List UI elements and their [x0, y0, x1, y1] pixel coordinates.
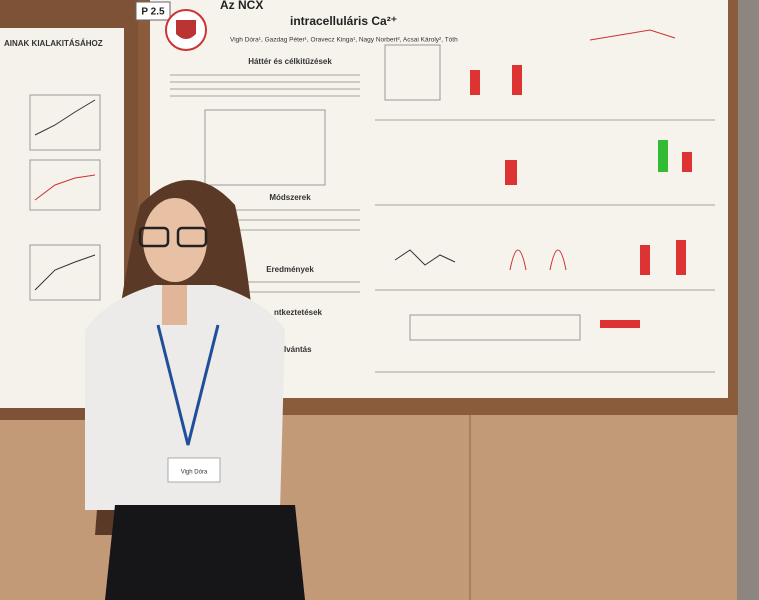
left-chart-line — [34, 254, 96, 291]
figure-bar — [512, 65, 522, 95]
figure-bar — [640, 245, 650, 275]
figure-bar — [682, 152, 692, 172]
figure — [409, 314, 581, 341]
lanyard — [156, 324, 220, 446]
figure-line — [589, 29, 676, 41]
left-chart — [29, 159, 101, 211]
left-chart-line — [34, 99, 96, 136]
neck — [162, 285, 187, 325]
figure-bar — [676, 240, 686, 275]
left-chart-line — [34, 174, 96, 201]
poster-text-block — [170, 74, 715, 373]
figure-bar — [658, 140, 668, 172]
skirt — [105, 505, 305, 600]
figure-line — [394, 249, 456, 266]
badge — [167, 457, 221, 483]
left-chart — [29, 94, 101, 151]
section-heading: ntkeztetések — [274, 308, 323, 317]
section-heading: Eredmények — [266, 265, 314, 274]
section-heading: Háttér és célkitűzések — [248, 57, 332, 66]
door-edge — [737, 0, 759, 600]
figure-bar — [470, 70, 480, 95]
figure-line — [509, 249, 567, 271]
figure-bar — [505, 160, 517, 185]
person: Vigh Dóra — [85, 180, 305, 600]
figure — [384, 44, 441, 101]
logo-shield — [176, 20, 196, 39]
poster-title: Az NCX — [220, 0, 263, 12]
face — [143, 198, 207, 282]
glasses — [176, 226, 208, 248]
poster-authors: Vigh Dóra¹, Gazdag Péter¹, Oravecz Kinga… — [230, 37, 458, 44]
glasses — [138, 226, 170, 248]
cardigan — [85, 285, 285, 510]
section-heading: nyilvántás — [272, 345, 312, 354]
board-label: P 2.5 — [141, 7, 165, 18]
board-label-box — [135, 1, 171, 21]
figure-bar — [600, 320, 640, 328]
poster-title: intracelluláris Ca²⁺ — [290, 14, 397, 28]
badge-name: Vigh Dóra — [181, 470, 208, 476]
left-chart — [29, 244, 101, 301]
left-poster-title: AINAK KIALAKITÁSÁHOZ — [4, 39, 103, 48]
section-heading: Módszerek — [269, 193, 311, 202]
diagram — [204, 109, 326, 186]
figure-panels — [384, 29, 692, 341]
